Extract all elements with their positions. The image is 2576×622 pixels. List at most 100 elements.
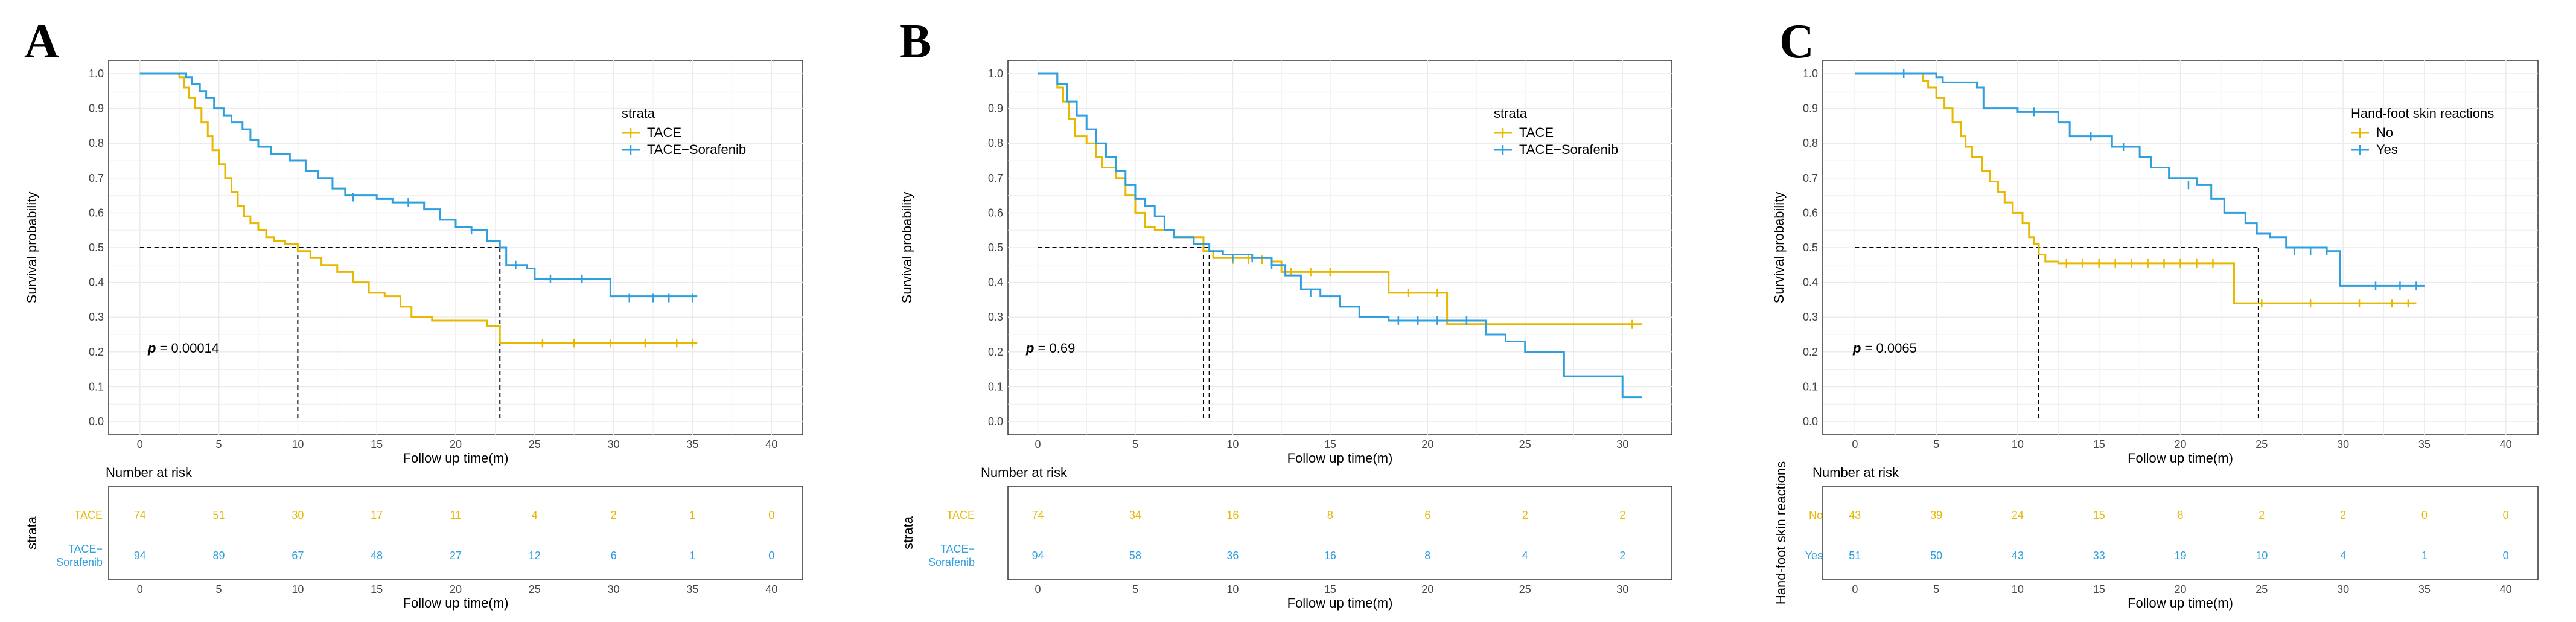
risk-count: 67	[292, 550, 304, 562]
x-tick-label: 5	[216, 438, 222, 450]
y-tick-label: 0.7	[1803, 172, 1818, 184]
x-tick-label: 5	[1933, 438, 1939, 450]
risk-x-tick-label: 40	[2500, 583, 2512, 595]
p-value-symbol: p	[147, 341, 156, 356]
risk-x-tick-label: 5	[1933, 583, 1939, 595]
risk-table-title: Number at risk	[1812, 465, 1899, 480]
p-value-symbol: p	[1025, 341, 1034, 356]
risk-count: 48	[371, 550, 383, 562]
risk-count: 43	[2012, 550, 2024, 562]
risk-count: 4	[1522, 550, 1528, 562]
x-tick-label: 30	[608, 438, 620, 450]
risk-count: 6	[1424, 509, 1430, 521]
risk-x-tick-label: 20	[450, 583, 462, 595]
y-tick-label: 1.0	[988, 68, 1003, 80]
risk-x-tick-label: 35	[686, 583, 698, 595]
survival-curve-group1	[139, 72, 698, 344]
survival-curve-group2	[1038, 72, 1642, 399]
y-tick-label: 0.9	[1803, 103, 1818, 115]
risk-count: 17	[371, 509, 383, 521]
x-tick-label: 10	[2012, 438, 2024, 450]
p-value-symbol: p	[1852, 341, 1861, 356]
p-value-number: = 0.0065	[1861, 341, 1916, 356]
risk-x-tick-label: 0	[1035, 583, 1041, 595]
survival-curve-group2	[139, 72, 698, 298]
x-tick-label: 0	[1035, 438, 1041, 450]
risk-count: 51	[213, 509, 225, 521]
risk-count: 8	[1424, 550, 1430, 562]
y-tick-label: 0.4	[89, 277, 104, 289]
risk-count: 1	[689, 550, 695, 562]
risk-x-tick-label: 40	[765, 583, 777, 595]
p-value-number: = 0.69	[1034, 341, 1075, 356]
risk-count: 0	[2421, 509, 2428, 521]
risk-count: 10	[2256, 550, 2268, 562]
risk-count: 58	[1129, 550, 1141, 562]
legend-entry: TACE−Sorafenib	[647, 142, 746, 157]
risk-row-label: Sorafenib	[928, 556, 975, 568]
y-tick-label: 0.7	[988, 172, 1003, 184]
risk-x-tick-label: 25	[1519, 583, 1531, 595]
x-tick-label: 0	[137, 438, 143, 450]
y-axis-title: Survival probability	[1771, 192, 1787, 304]
risk-x-axis-title: Follow up time(m)	[2128, 595, 2233, 611]
risk-count: 4	[532, 509, 538, 521]
panel-label: B	[899, 15, 931, 68]
risk-count: 8	[2177, 509, 2183, 521]
x-tick-label: 15	[2093, 438, 2105, 450]
risk-count: 39	[1930, 509, 1942, 521]
x-tick-label: 25	[529, 438, 541, 450]
risk-count: 0	[768, 550, 774, 562]
risk-x-tick-label: 15	[2093, 583, 2105, 595]
y-tick-label: 0.9	[89, 103, 104, 115]
y-tick-label: 0.4	[1803, 277, 1818, 289]
x-tick-label: 10	[1226, 438, 1239, 450]
y-tick-label: 0.9	[988, 103, 1003, 115]
risk-count: 0	[2503, 550, 2509, 562]
risk-count: 43	[1849, 509, 1861, 521]
risk-x-tick-label: 20	[2174, 583, 2186, 595]
risk-count: 94	[1031, 550, 1044, 562]
risk-count: 6	[611, 550, 617, 562]
y-tick-label: 0.5	[988, 242, 1003, 254]
risk-y-axis-title: Hand-foot skin reactions	[1773, 461, 1788, 604]
x-tick-label: 25	[2256, 438, 2268, 450]
risk-x-tick-label: 10	[2012, 583, 2024, 595]
panel-label: C	[1779, 15, 1814, 68]
x-tick-label: 0	[1852, 438, 1858, 450]
y-tick-label: 0.4	[988, 277, 1003, 289]
y-tick-label: 0.5	[1803, 242, 1818, 254]
x-tick-label: 5	[1132, 438, 1138, 450]
x-tick-label: 30	[1616, 438, 1628, 450]
risk-count: 16	[1226, 509, 1239, 521]
y-tick-label: 0.0	[89, 415, 104, 428]
risk-table-frame	[1007, 486, 1672, 580]
risk-count: 11	[450, 509, 462, 521]
x-tick-label: 30	[2337, 438, 2349, 450]
risk-count: 8	[1327, 509, 1333, 521]
p-value-label: p = 0.69	[1025, 341, 1075, 356]
y-tick-label: 0.1	[1803, 380, 1818, 393]
risk-table-title: Number at risk	[106, 465, 193, 480]
risk-x-tick-label: 5	[1132, 583, 1138, 595]
risk-count: 30	[292, 509, 304, 521]
y-tick-label: 0.3	[89, 311, 104, 323]
risk-count: 94	[134, 550, 146, 562]
risk-x-tick-label: 15	[371, 583, 383, 595]
risk-count: 1	[689, 509, 695, 521]
y-axis-title: Survival probability	[899, 192, 914, 304]
risk-x-tick-label: 30	[1616, 583, 1628, 595]
y-tick-label: 0.7	[89, 172, 104, 184]
panel-label: A	[24, 15, 59, 68]
y-tick-label: 0.1	[89, 380, 104, 393]
legend-title: Hand-foot skin reactions	[2351, 106, 2494, 121]
risk-table-title: Number at risk	[981, 465, 1068, 480]
risk-count: 74	[1031, 509, 1044, 521]
x-tick-label: 35	[2418, 438, 2431, 450]
y-tick-label: 0.5	[89, 242, 104, 254]
y-tick-label: 1.0	[1803, 68, 1818, 80]
risk-x-tick-label: 10	[1226, 583, 1239, 595]
legend-entry: TACE	[647, 125, 681, 140]
p-value-label: p = 0.0065	[1852, 341, 1917, 356]
